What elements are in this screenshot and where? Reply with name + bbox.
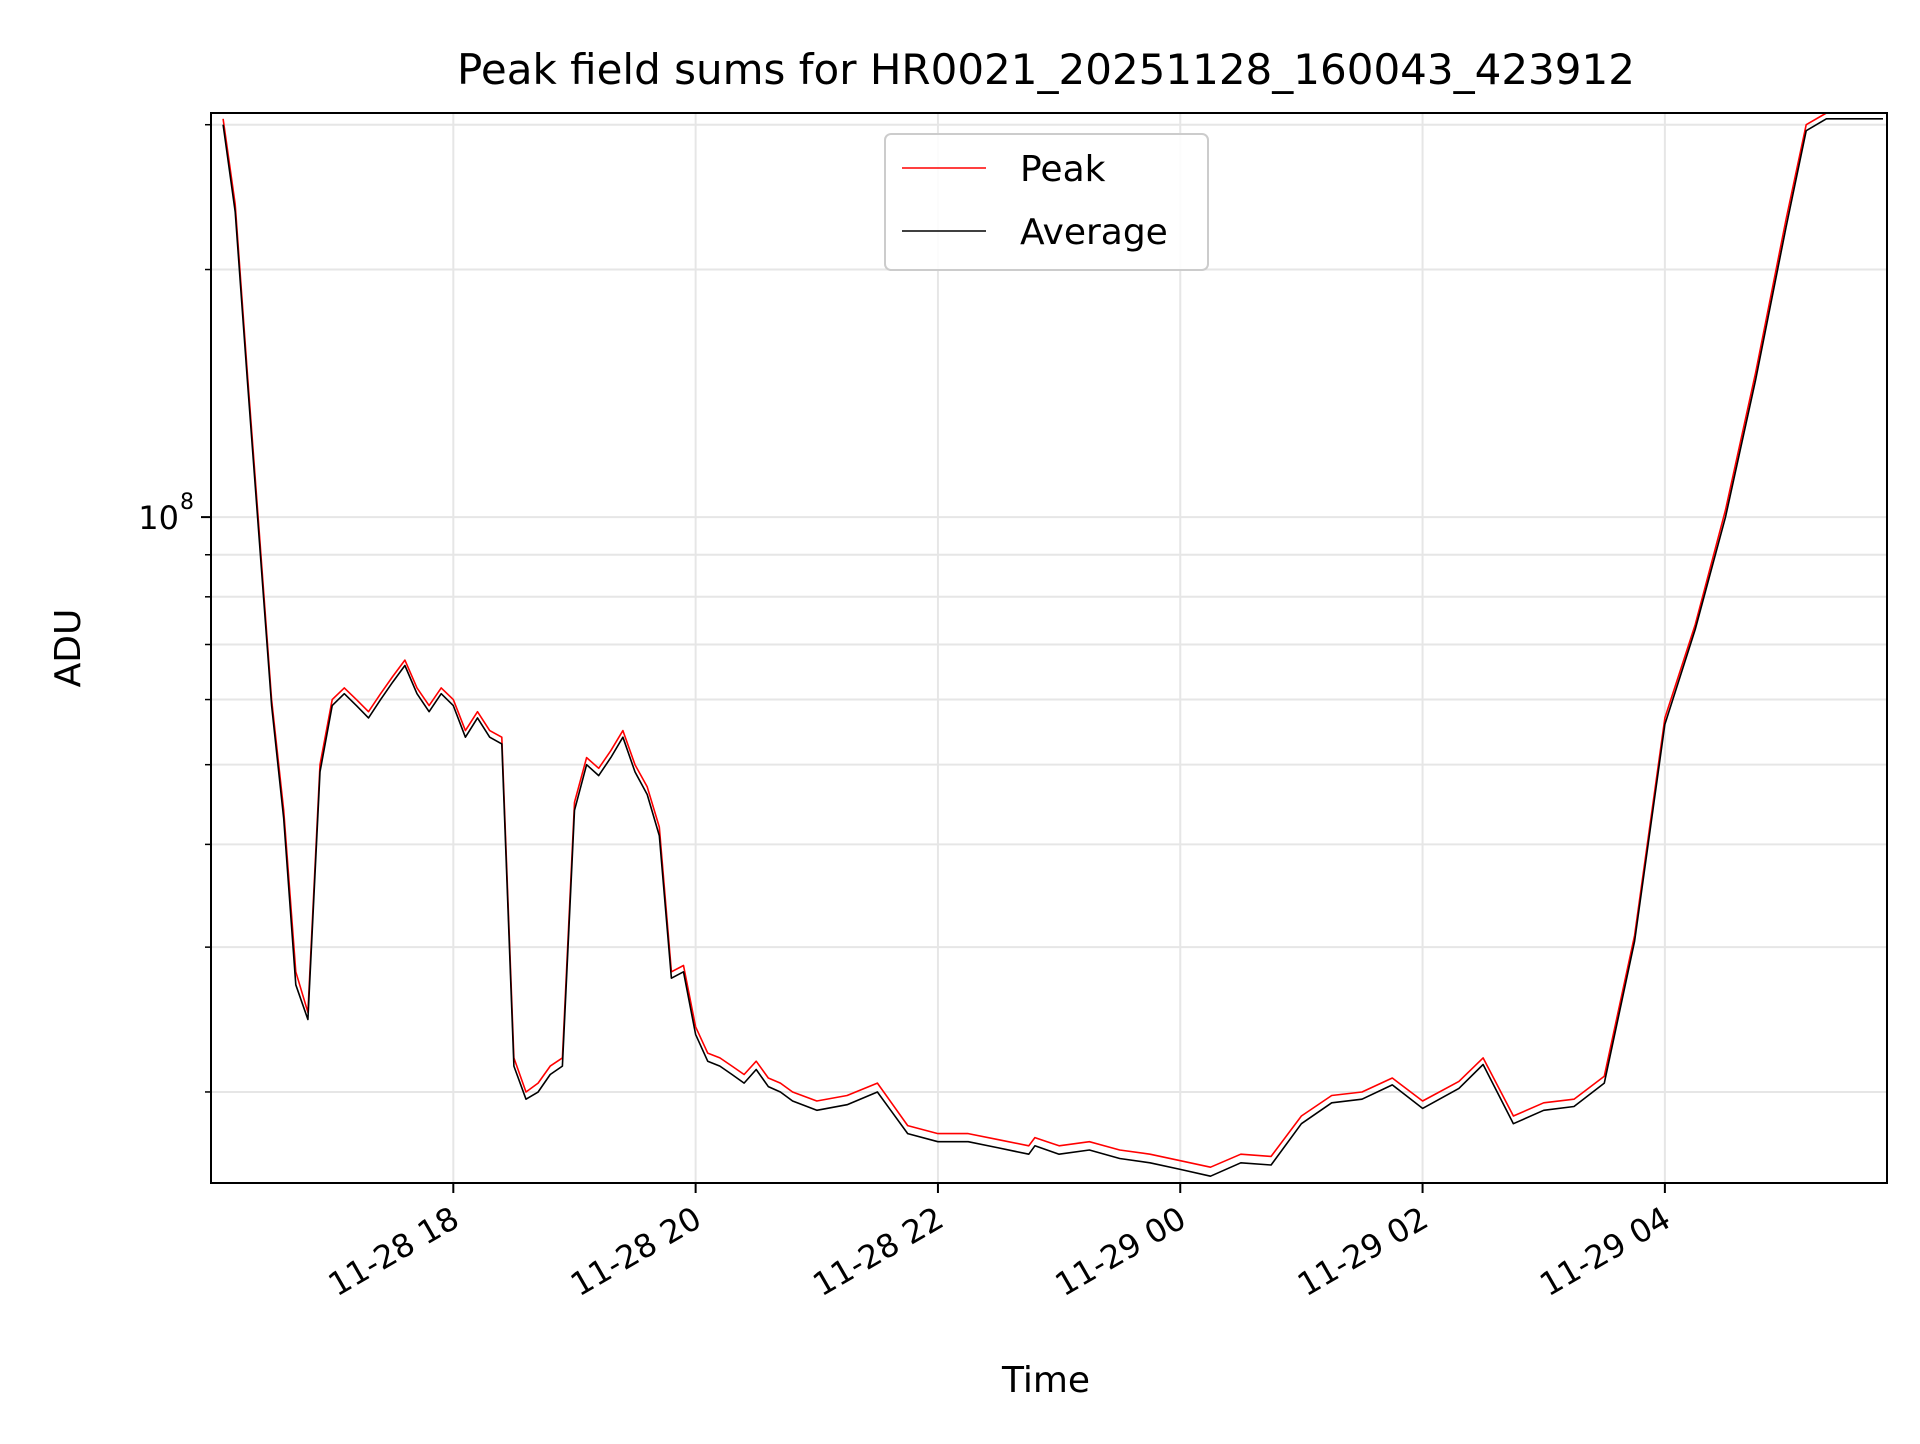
series-line-average [222,118,1883,1177]
y-axis-label: ADU [48,609,89,688]
series-line-peak [222,112,1883,1168]
legend-label-peak: Peak [1020,149,1106,190]
y-tick-exponent: 8 [180,490,194,515]
plot-area [211,113,1887,1183]
y-axis-ticks: 10 8 [138,123,211,1093]
chart-title: Peak field sums for HR0021_20251128_1600… [457,45,1635,94]
y-tick-label: 10 [138,499,179,537]
series-lines [222,112,1883,1177]
x-axis-label: Time [1001,1360,1090,1401]
legend-label-average: Average [1020,212,1168,253]
legend: Peak Average [884,133,1209,271]
plot-frame [210,112,1888,1184]
